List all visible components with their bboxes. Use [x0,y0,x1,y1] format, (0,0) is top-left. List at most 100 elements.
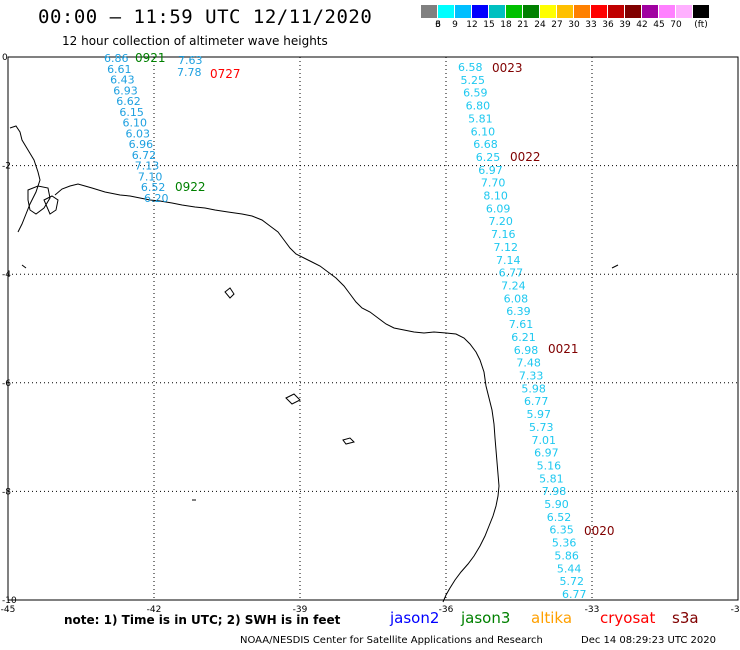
lat-tick-label: -8 [2,487,11,497]
pass-time-label: 0022 [510,150,541,164]
wave-height-value: 6.03 [126,127,150,140]
legend-label: 70 [670,20,682,30]
wave-height-value: 6.97 [478,164,503,177]
lat-tick-label: -2 [2,162,11,172]
map-frame [7,56,739,601]
wave-height-value: 6.97 [534,447,559,460]
wave-height-value: 6.35 [549,524,574,537]
wave-height-value: 6.98 [514,344,539,357]
wave-height-value: 5.81 [468,112,493,125]
pass-time-label: 0921 [135,51,166,65]
wave-height-value: 7.01 [532,434,557,447]
wave-height-value: 7.13 [135,160,160,173]
legend-label: 6 [435,20,441,30]
wave-height-value: 6.86 [104,52,129,65]
wave-height-value: 7.70 [481,177,506,190]
lon-tick-label: -42 [147,605,162,615]
legend-label: 21 [517,20,529,30]
wave-height-value: 6.61 [107,63,132,76]
altimeter-tracks: 6.866.616.436.936.626.156.106.036.966.72… [104,51,615,601]
wave-height-value: 6.20 [144,192,169,205]
wave-height-value: 6.80 [466,100,491,113]
lat-tick-label: 0 [2,53,8,63]
legend-swatch [523,5,540,18]
satellite-name: jason3 [461,609,511,627]
credit-text: NOAA/NESDIS Center for Satellite Applica… [240,635,543,646]
wave-height-value: 6.77 [499,267,523,280]
wave-height-value: 7.14 [496,254,521,267]
legend-swatch [472,5,489,18]
legend-swatch [455,5,472,18]
legend-label: 45 [653,20,665,30]
legend-swatch [506,5,523,18]
legend-label: 30 [568,20,580,30]
satellite-name: cryosat [600,609,656,627]
wave-height-value: 6.96 [129,138,154,151]
wave-height-value: 6.68 [473,138,498,151]
coastline [9,125,619,603]
satellite-name: jason2 [390,609,440,627]
legend-label: 42 [636,20,648,30]
wave-height-value: 7.63 [178,54,203,67]
legend-label: 36 [602,20,614,30]
lat-tick-label: -4 [2,270,11,280]
wave-height-value: 6.93 [113,84,138,97]
legend-swatch [659,5,676,18]
generated-timestamp: Dec 14 08:29:23 UTC 2020 [581,635,716,646]
wave-height-value: 6.10 [122,117,147,130]
lon-tick-label: -39 [293,605,308,615]
wave-height-value: 6.77 [524,395,549,408]
wave-height-value: 6.52 [547,511,572,524]
wave-height-value: 7.98 [542,485,567,498]
wave-height-value: 7.12 [494,241,519,254]
wave-height-value: 8.10 [483,190,508,203]
legend-label: 15 [483,20,495,30]
legend-swatches [421,5,710,18]
satellite-name: s3a [672,609,699,627]
wave-height-value: 5.44 [557,562,582,575]
legend-swatch [489,5,506,18]
legend-label: 12 [466,20,478,30]
wave-height-value: 5.36 [552,537,577,550]
wave-height-value: 5.86 [554,549,579,562]
wave-height-value: 6.09 [486,202,511,215]
legend-swatch [693,5,710,18]
legend-swatch [540,5,557,18]
units-note: note: 1) Time is in UTC; 2) SWH is in fe… [64,613,341,627]
legend-label: 9 [452,20,458,30]
wave-height-value: 6.72 [132,149,157,162]
map-grid: -45 -42 -39 -36 -33 -30 0 -2 -4 -6 -8 -10 [1,53,740,615]
wave-height-value: 6.08 [504,292,529,305]
wave-height-value: 6.15 [119,106,144,119]
island-3 [43,195,59,215]
wave-height-value: 6.52 [141,181,166,194]
pass-time-label: 0727 [210,67,241,81]
island-4 [224,287,235,299]
pass-time-label: 0023 [492,61,523,75]
wave-height-value: 6.21 [511,331,536,344]
legend-label: 24 [534,20,546,30]
wave-height-value: 5.98 [521,382,546,395]
wave-height-value: 7.24 [501,280,526,293]
legend-label: 18 [500,20,512,30]
lon-tick-label: -30 [731,605,740,615]
island-7 [611,264,619,269]
wave-height-value: 6.10 [471,125,496,138]
wave-height-value: 7.61 [509,318,533,331]
legend-swatch [557,5,574,18]
island-9 [21,264,27,269]
wave-height-value: 5.90 [544,498,569,511]
lon-tick-label: -45 [1,605,16,615]
wave-height-value: 6.25 [476,151,501,164]
wave-height-value: 7.16 [491,228,515,241]
wave-height-value: 6.59 [463,87,488,100]
page-subtitle: 12 hour collection of altimeter wave hei… [62,34,328,48]
wave-height-value: 5.81 [539,472,564,485]
wave-height-value: 5.25 [461,74,486,87]
pass-time-label: 0922 [175,180,206,194]
island-2 [27,185,51,215]
legend-labels: 3 6 9 12 15 18 21 24 27 30 33 36 39 42 45 70 (ft) [421,18,710,32]
wave-height-value: 7.78 [177,66,202,79]
island-1 [9,125,41,233]
legend-label: 33 [585,20,597,30]
